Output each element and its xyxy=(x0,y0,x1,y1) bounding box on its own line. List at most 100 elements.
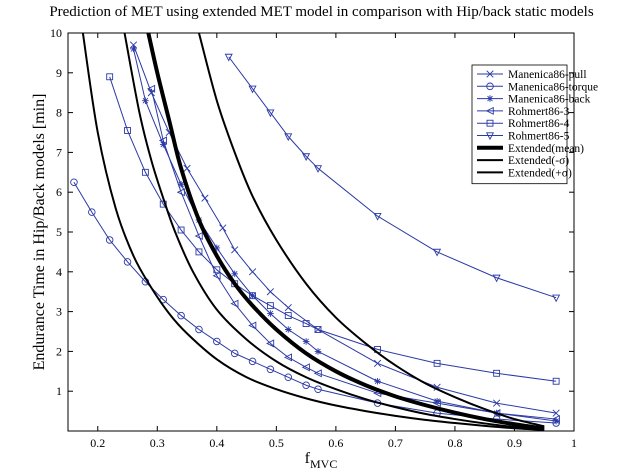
y-tick-label: 6 xyxy=(56,185,62,199)
x-axis-label-main: f xyxy=(305,450,311,467)
legend-item: Rohmert86-3 xyxy=(477,106,570,118)
data-point-circle xyxy=(213,337,221,346)
data-point-asterisk xyxy=(314,348,322,355)
data-point-square xyxy=(433,359,441,367)
y-axis-label: Endurance Time in Hip/Back models [min] xyxy=(31,94,48,371)
x-tick-label: 0.7 xyxy=(388,436,403,450)
x-tick-label: 0.8 xyxy=(447,436,462,450)
data-point-asterisk xyxy=(374,377,381,385)
series-extended-extra xyxy=(123,33,545,431)
legend-box xyxy=(471,64,568,185)
data-point-triangle xyxy=(551,415,560,424)
data-point-square xyxy=(106,73,114,81)
data-point-circle xyxy=(302,381,310,389)
data-point-triangle xyxy=(230,299,239,308)
data-point-triangle xyxy=(432,399,441,408)
series-line xyxy=(109,76,557,382)
data-point-x xyxy=(201,194,209,202)
y-tick-label: 5 xyxy=(56,225,62,239)
data-point-square xyxy=(266,302,274,310)
series-line xyxy=(123,33,545,431)
data-point-asterisk xyxy=(267,310,274,317)
x-axis-label: fMVC xyxy=(305,450,338,471)
data-point-triangle xyxy=(176,188,185,197)
legend-item: Manenica86-back xyxy=(477,94,591,106)
y-tick-label: 3 xyxy=(56,305,62,319)
legend-item: Rohmert86-4 xyxy=(477,118,570,130)
legend-label: Manenica86-torque xyxy=(508,81,598,93)
data-point-triangle xyxy=(301,363,310,372)
legend-item: Extended(+σ) xyxy=(477,167,572,179)
legend-label: Rohmert86-3 xyxy=(508,106,570,118)
data-point-circle xyxy=(266,365,275,374)
y-tick-label: 2 xyxy=(56,344,62,358)
legend: Manenica86-pullManenica86-torqueManenica… xyxy=(471,64,598,185)
data-point-square xyxy=(302,320,310,327)
legend-label: Rohmert86-4 xyxy=(508,118,570,130)
data-point-circle xyxy=(70,178,78,186)
y-tick-label: 1 xyxy=(56,384,62,398)
data-point-triangle-down xyxy=(248,85,257,94)
series-line xyxy=(81,33,545,431)
x-tick-label: 0.4 xyxy=(209,436,224,450)
data-point-x xyxy=(552,409,560,417)
data-point-square xyxy=(124,127,131,134)
data-point-asterisk xyxy=(159,141,167,148)
plot-series xyxy=(70,33,561,431)
y-tick-label: 8 xyxy=(56,106,62,120)
series-line xyxy=(150,88,557,420)
series-line xyxy=(197,33,545,428)
data-point-circle xyxy=(314,385,322,393)
x-tick-label: 1 xyxy=(571,436,577,450)
data-point-square xyxy=(552,377,560,385)
data-point-asterisk xyxy=(130,45,137,53)
x-tick-label: 0.6 xyxy=(328,436,343,450)
data-point-square xyxy=(314,326,322,333)
data-point-asterisk xyxy=(213,244,221,252)
data-point-circle xyxy=(230,349,239,358)
chart-title: Prediction of MET using extended MET mod… xyxy=(49,4,594,20)
legend-label: Extended(mean) xyxy=(508,143,584,155)
y-tick-label: 7 xyxy=(56,145,62,159)
x-tick-label: 0.2 xyxy=(90,436,105,450)
data-point-circle xyxy=(248,357,257,366)
data-point-asterisk xyxy=(284,326,292,333)
data-point-circle xyxy=(105,236,114,244)
y-tick-label: 4 xyxy=(56,265,62,279)
data-point-x xyxy=(266,288,275,296)
x-tick-label: 0.5 xyxy=(269,436,284,450)
legend-label: Extended(-σ) xyxy=(508,155,569,167)
data-point-triangle xyxy=(158,136,167,145)
series-line xyxy=(146,33,545,431)
legend-label: Extended(+σ) xyxy=(508,167,572,179)
series-line xyxy=(228,56,557,299)
data-point-square xyxy=(177,226,185,234)
x-axis-label-subscript: MVC xyxy=(310,457,337,471)
data-point-triangle xyxy=(266,339,275,348)
data-point-triangle-down xyxy=(266,109,275,118)
data-point-square xyxy=(195,248,203,256)
data-point-triangle-down xyxy=(302,153,311,161)
data-point-triangle xyxy=(194,231,203,241)
data-point-triangle xyxy=(313,369,322,378)
legend-item: Extended(-σ) xyxy=(477,155,569,167)
data-point-triangle-down xyxy=(224,53,233,62)
axis-ticks: 0.2 0.3 0.4 0.5 0.6 0.7 0.8 0.9 1 1 2 3 4 5 6 7 8 9 10 xyxy=(50,26,577,450)
data-point-x xyxy=(219,224,227,232)
y-tick-label: 9 xyxy=(56,66,62,80)
data-point-circle xyxy=(88,208,96,216)
y-tick-label: 10 xyxy=(50,26,62,40)
data-point-triangle xyxy=(248,321,257,330)
data-point-circle xyxy=(284,373,293,382)
data-point-x xyxy=(183,164,191,172)
data-point-triangle-down xyxy=(373,212,382,221)
x-tick-label: 0.3 xyxy=(150,436,165,450)
data-point-x xyxy=(373,359,382,367)
legend-item: Manenica86-pull xyxy=(477,69,587,81)
data-point-triangle-down xyxy=(284,133,293,142)
data-point-asterisk xyxy=(231,270,238,278)
data-point-square xyxy=(249,292,256,300)
series-line xyxy=(132,48,557,422)
data-point-triangle xyxy=(492,409,501,418)
